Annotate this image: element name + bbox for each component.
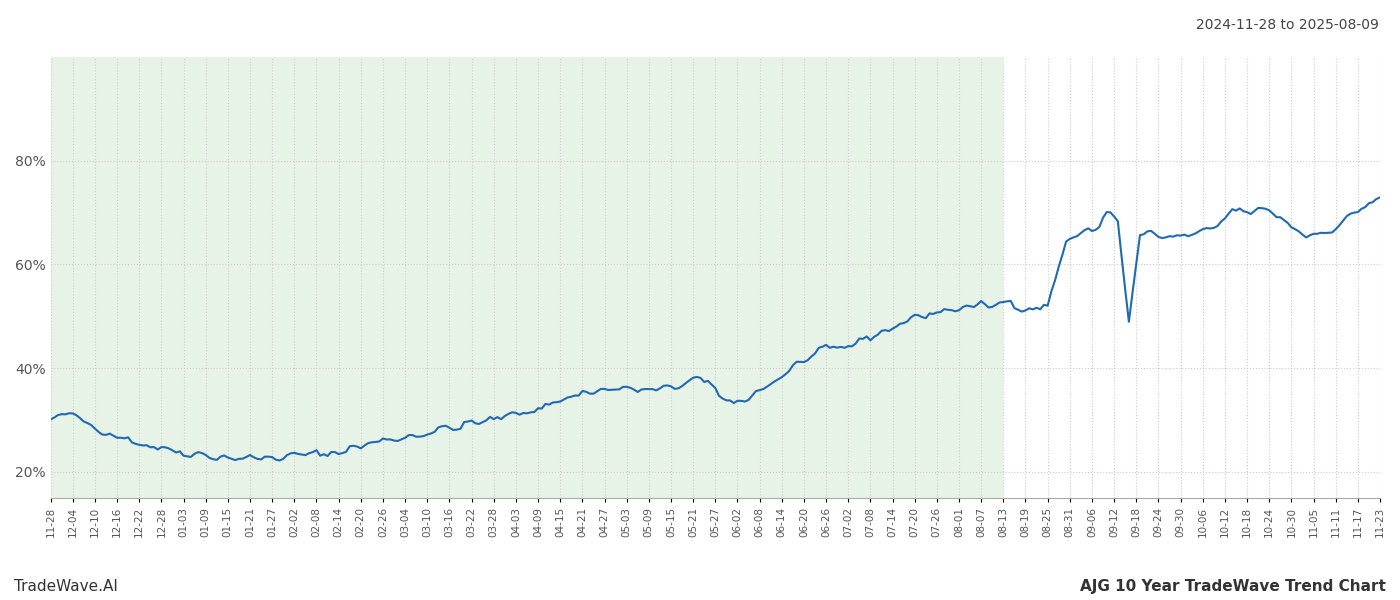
Text: TradeWave.AI: TradeWave.AI [14, 579, 118, 594]
Bar [50, 57, 1004, 498]
Text: 2024-11-28 to 2025-08-09: 2024-11-28 to 2025-08-09 [1196, 18, 1379, 32]
Text: AJG 10 Year TradeWave Trend Chart: AJG 10 Year TradeWave Trend Chart [1081, 579, 1386, 594]
